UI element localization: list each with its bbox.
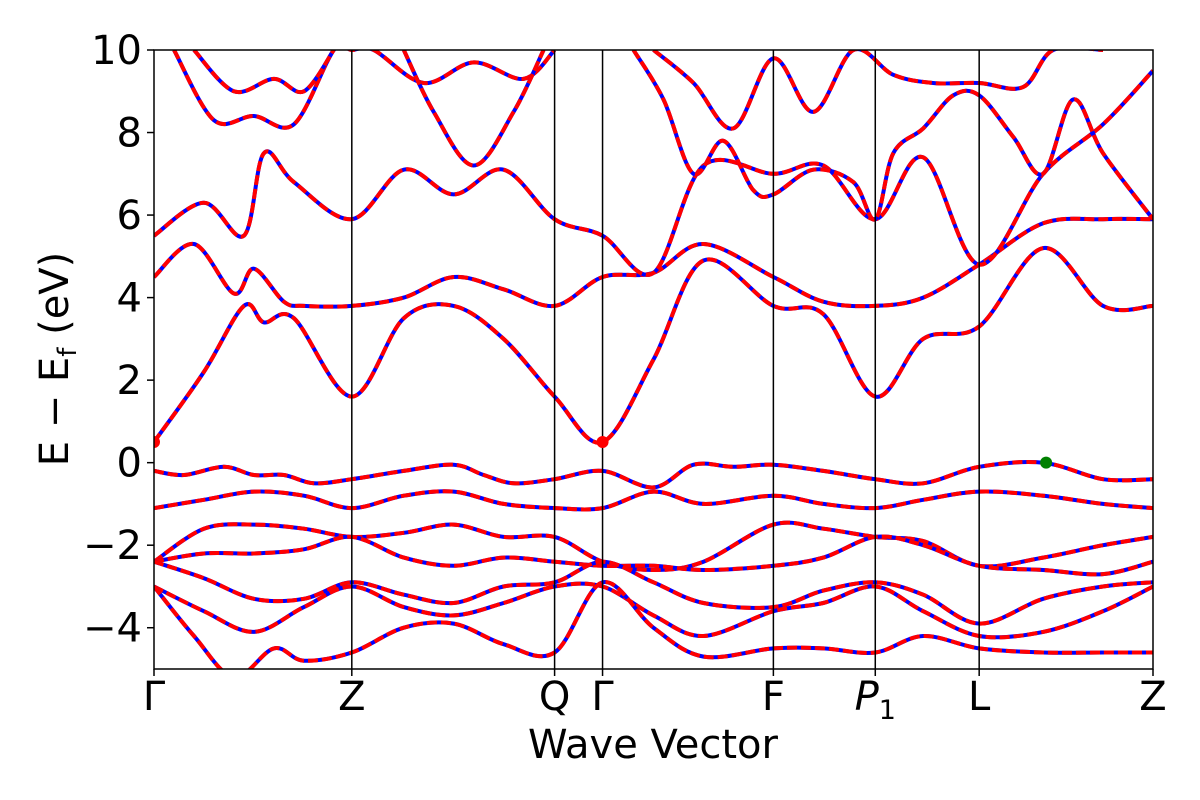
y-tick-label-5: 4 <box>117 276 142 322</box>
band-2-dashed-line <box>154 216 1153 309</box>
band-6 <box>154 520 1153 572</box>
x-tick-label-8-main: Z <box>1139 674 1166 720</box>
y-axis-title-subscript: f <box>53 347 83 357</box>
band-3 <box>154 69 1153 277</box>
band-12 <box>192 50 336 95</box>
y-tick-label-7: 8 <box>117 111 142 157</box>
y-axis-ticks: −4 −2 0 2 4 6 8 10 <box>83 28 154 652</box>
band-2 <box>154 216 1153 309</box>
x-axis-ticks: Γ Z Q Γ F P1 L Z <box>143 669 1167 726</box>
x-tick-label-2: Z <box>338 674 365 720</box>
band-11-dashed-line <box>172 50 557 130</box>
x-tick-label-3: Q <box>539 674 570 720</box>
x-tick-label-2-main: Z <box>338 674 365 720</box>
y-axis-title-unit: (eV) <box>32 252 78 348</box>
y-tick-label-3: 0 <box>117 441 142 487</box>
x-tick-label-5: F <box>762 674 785 720</box>
y-tick-label-2: −2 <box>83 523 142 569</box>
band-11 <box>172 50 557 130</box>
band-10 <box>154 580 1153 669</box>
band-14 <box>631 50 1153 222</box>
y-tick-label-4: 2 <box>117 358 142 404</box>
high-symmetry-lines <box>351 50 980 669</box>
extremum-marker-1 <box>154 436 160 449</box>
y-axis-title-main: E − E <box>32 357 78 467</box>
y-tick-label-8: 10 <box>91 28 142 74</box>
band-12-dashed-line <box>192 50 336 95</box>
x-tick-label-6-main: P <box>855 674 880 720</box>
x-tick-label-5-main: F <box>762 674 785 720</box>
band-10-dashed-line <box>154 580 1153 669</box>
plot-frame <box>153 49 1154 670</box>
x-tick-label-1-main: Γ <box>143 674 166 720</box>
band-8 <box>154 559 1153 626</box>
band-5 <box>154 489 1153 512</box>
band-4 <box>154 459 1153 490</box>
bands-layer <box>154 50 1153 669</box>
band-1-solid-line <box>154 246 1153 445</box>
band-5-solid-line <box>154 489 1153 512</box>
x-tick-label-4-main: Γ <box>591 674 614 720</box>
x-tick-label-1: Γ <box>143 674 166 720</box>
band-15-solid-line <box>652 50 1103 131</box>
y-tick-label-1: −4 <box>83 606 142 652</box>
x-tick-label-3-main: Q <box>539 674 570 720</box>
band-3-dashed-line <box>154 69 1153 277</box>
band-13-dashed-line <box>401 50 546 168</box>
band-6-dashed-line <box>154 520 1153 572</box>
band-1 <box>154 246 1153 445</box>
band-14-dashed-line <box>631 50 1153 222</box>
extremum-marker-2 <box>596 436 609 449</box>
band-5-dashed-line <box>154 489 1153 512</box>
band-4-solid-line <box>154 459 1153 490</box>
x-tick-label-6-subscript: 1 <box>879 695 896 726</box>
band-4-dashed-line <box>154 459 1153 490</box>
x-axis-title: Wave Vector <box>528 722 779 768</box>
band-13-solid-line <box>401 50 546 168</box>
band-1-dashed-line <box>154 246 1153 445</box>
band-15-dashed-line <box>652 50 1103 131</box>
band-10-solid-line <box>154 580 1153 669</box>
extremum-marker-3 <box>1040 456 1053 469</box>
x-tick-label-4: Γ <box>591 674 614 720</box>
y-tick-label-6: 6 <box>117 193 142 239</box>
band-8-dashed-line <box>154 559 1153 626</box>
band-15 <box>652 50 1103 131</box>
band-11-solid-line <box>172 50 557 130</box>
band-13 <box>401 50 546 168</box>
x-tick-label-7-main: L <box>968 674 991 720</box>
x-tick-label-6: P1 <box>855 674 896 726</box>
x-tick-label-8: Z <box>1139 674 1166 720</box>
y-axis-title: E − Ef (eV) <box>32 252 83 467</box>
extrema-markers <box>154 436 1053 469</box>
x-tick-label-7: L <box>968 674 991 720</box>
